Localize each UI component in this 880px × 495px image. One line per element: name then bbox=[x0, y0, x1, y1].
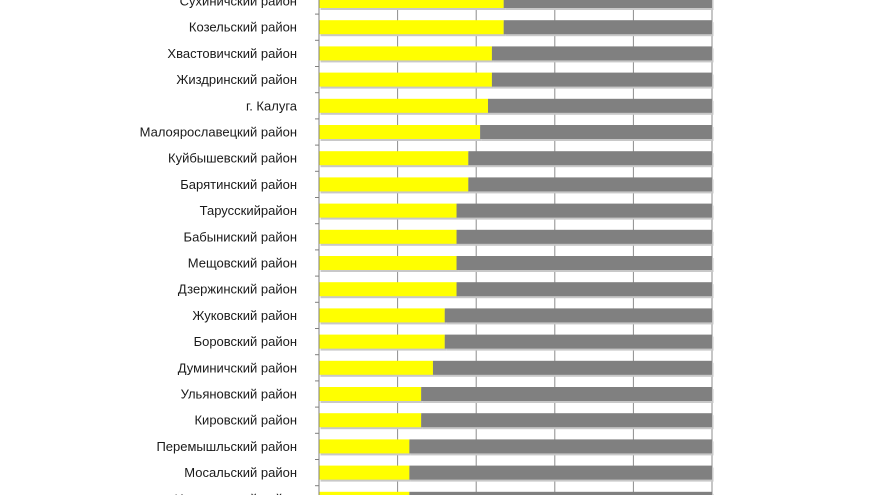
bar-segment-gray bbox=[456, 282, 712, 297]
bar-segment-gray bbox=[503, 0, 712, 8]
bar-segment-yellow bbox=[319, 439, 410, 454]
bar-segment-yellow bbox=[319, 491, 410, 495]
bar-segment-gray bbox=[468, 177, 712, 192]
category-label: Перемышльский район bbox=[156, 439, 297, 454]
category-label: Жиздринский район bbox=[176, 72, 297, 87]
bar-segment-gray bbox=[503, 20, 712, 35]
category-label: Мещовский район bbox=[188, 256, 297, 271]
bar-segment-gray bbox=[480, 125, 712, 139]
bar-segment-gray bbox=[409, 439, 712, 454]
bar-segment-yellow bbox=[319, 0, 504, 8]
bar-segment-yellow bbox=[319, 98, 488, 113]
bar-segment-gray bbox=[432, 360, 712, 375]
category-label: Бабыниский район bbox=[184, 229, 297, 244]
bars bbox=[319, 0, 714, 495]
category-label: Козельский район bbox=[189, 20, 297, 35]
category-label: Кировский район bbox=[194, 413, 297, 428]
bar-segment-gray bbox=[456, 203, 712, 218]
bar-segment-gray bbox=[421, 387, 712, 401]
bar-segment-yellow bbox=[319, 256, 457, 270]
bar-segment-gray bbox=[468, 151, 712, 166]
bar-segment-gray bbox=[456, 256, 712, 270]
bar-segment-yellow bbox=[319, 282, 457, 297]
bar-segment-yellow bbox=[319, 413, 422, 428]
bar-segment-gray bbox=[409, 491, 712, 495]
bar-segment-yellow bbox=[319, 203, 457, 218]
bar-segment-gray bbox=[491, 72, 712, 87]
bar-segment-yellow bbox=[319, 308, 445, 323]
category-label: Барятинский район bbox=[180, 177, 297, 192]
category-label: Думиничский район bbox=[178, 360, 297, 375]
bar-segment-yellow bbox=[319, 20, 504, 35]
bar-segment-yellow bbox=[319, 465, 410, 480]
bar-segment-yellow bbox=[319, 387, 422, 401]
bar-segment-yellow bbox=[319, 151, 469, 166]
bar-segment-yellow bbox=[319, 360, 433, 375]
bar-segment-yellow bbox=[319, 46, 492, 61]
bar-segment-yellow bbox=[319, 177, 469, 192]
bar-segment-yellow bbox=[319, 72, 492, 87]
bar-segment-gray bbox=[444, 334, 712, 349]
category-label: Тарусскийрайон bbox=[200, 203, 297, 218]
bar-segment-gray bbox=[444, 308, 712, 323]
category-label: Ульяновский район bbox=[181, 387, 297, 402]
bar-segment-gray bbox=[491, 46, 712, 61]
category-labels: Сухиничский район Козельский район Хвастов… bbox=[140, 0, 298, 495]
category-label: Износковский район bbox=[175, 491, 298, 495]
bar-segment-gray bbox=[456, 229, 712, 244]
category-label: Боровский район bbox=[194, 334, 297, 349]
bar-segment-yellow bbox=[319, 125, 481, 139]
category-label: Сухиничский район bbox=[180, 0, 297, 9]
category-label: Дзержинский район bbox=[178, 282, 297, 297]
category-label: Малоярославецкий район bbox=[140, 125, 297, 140]
bar-segment-yellow bbox=[319, 229, 457, 244]
category-label: г. Калуга bbox=[246, 98, 298, 113]
category-label: Куйбышевский район bbox=[168, 151, 297, 166]
category-label: Мосальский район bbox=[184, 465, 297, 480]
bar-segment-gray bbox=[487, 98, 712, 113]
bar-segment-gray bbox=[421, 413, 712, 428]
bar-segment-yellow bbox=[319, 334, 445, 349]
category-label: Жуковский район bbox=[192, 308, 297, 323]
bar-segment-gray bbox=[409, 465, 712, 480]
category-label: Хвастовичский район bbox=[167, 46, 297, 61]
